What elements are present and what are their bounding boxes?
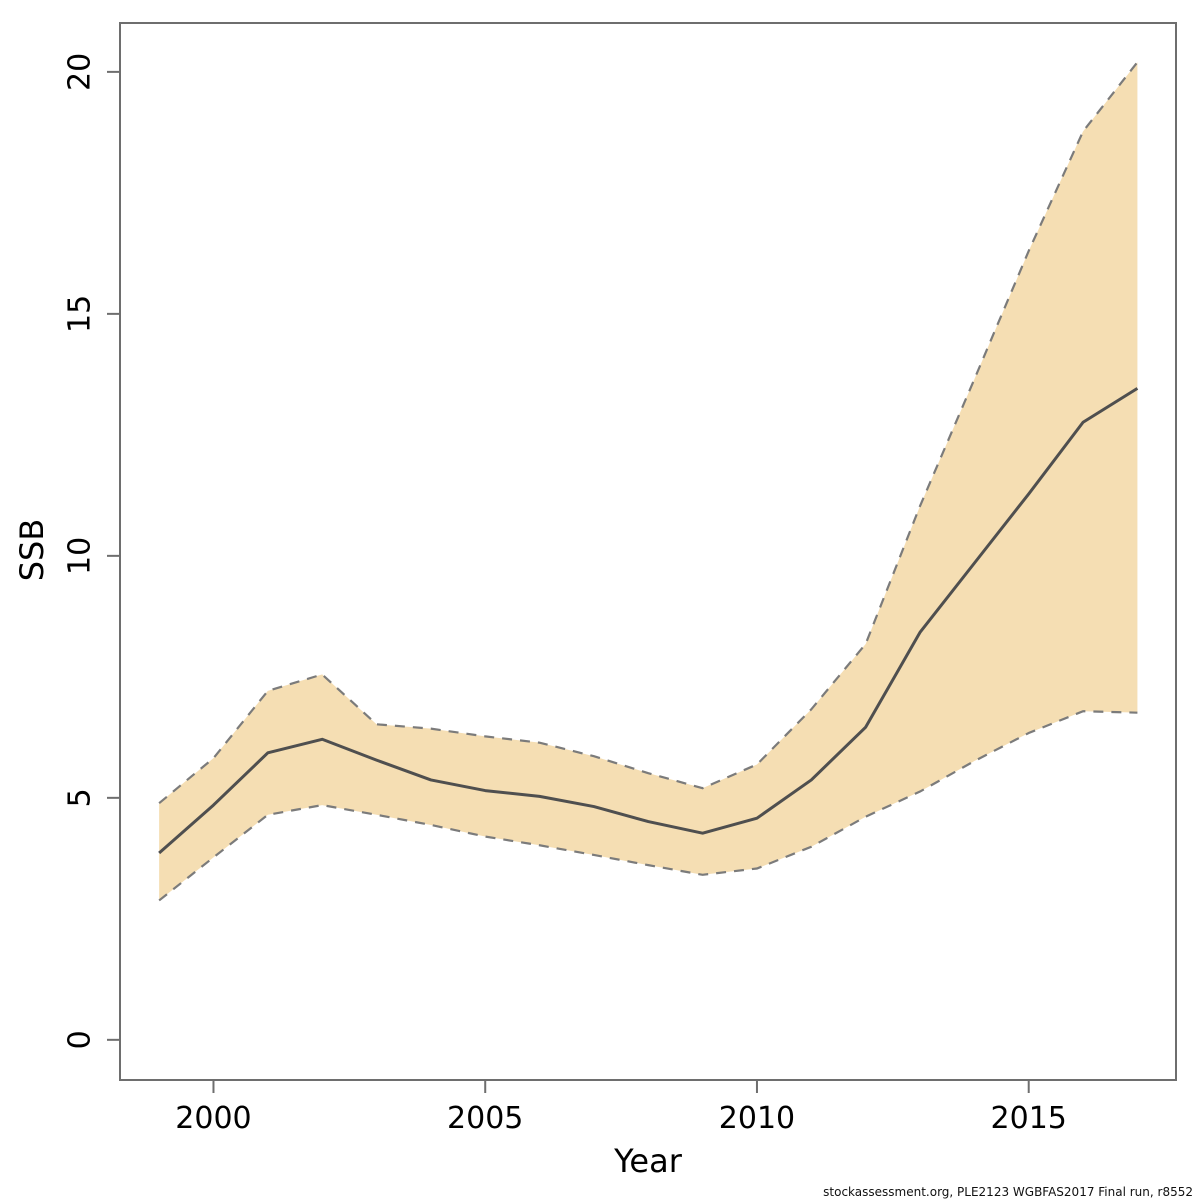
confidence-band-layer [159,62,1138,901]
y-axis-title: SSB [13,519,51,582]
y-tick-label: 0 [63,1030,98,1049]
lower-confidence-line [158,710,1138,902]
y-tick-label: 20 [63,53,98,91]
y-tick-label: 5 [63,788,98,807]
ssb-estimate-line [158,387,1139,855]
x-tick-label: 2010 [719,1101,795,1136]
plot-box [119,22,1177,1081]
series-layer [158,61,1139,902]
watermark-text: stockassessment.org, PLE2123 WGBFAS2017 … [823,1185,1193,1199]
x-tick-label: 2015 [991,1101,1067,1136]
y-tick-label: 15 [63,295,98,333]
tick-label-layer: 2000 2005 2010 2015 0 5 10 15 20 [63,53,1067,1136]
confidence-band [159,62,1138,901]
x-tick-label: 2005 [447,1101,523,1136]
y-tick-label: 10 [63,537,98,575]
x-axis-title: Year [613,1142,683,1180]
x-tick-label: 2000 [175,1101,251,1136]
upper-confidence-line [158,61,1139,805]
axis-layer [107,22,1177,1093]
